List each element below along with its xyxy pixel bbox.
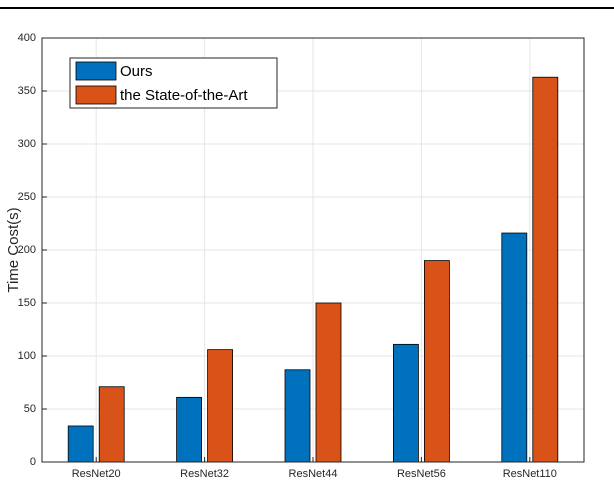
y-tick-label: 100 <box>18 350 36 362</box>
bar <box>501 232 528 463</box>
legend-label: Ours <box>120 63 153 80</box>
y-tick-label: 300 <box>18 138 36 150</box>
bar <box>176 396 203 463</box>
y-tick-label: 350 <box>18 85 36 97</box>
axes-box <box>41 37 585 463</box>
y-axis-label: Time Cost(s) <box>5 207 22 292</box>
x-tick-label: ResNet20 <box>72 468 121 480</box>
legend-swatch <box>75 85 117 105</box>
bar <box>284 369 311 463</box>
y-tick-label: 200 <box>18 244 36 256</box>
bar <box>392 343 419 463</box>
y-tick-label: 0 <box>30 456 36 468</box>
y-tick-label: 400 <box>18 32 36 44</box>
bar <box>315 302 342 463</box>
legend-label: the State-of-the-Art <box>120 87 248 104</box>
bar <box>207 349 234 463</box>
bar <box>98 386 125 463</box>
bar <box>423 260 450 463</box>
bar <box>532 76 559 463</box>
y-tick-label: 250 <box>18 191 36 203</box>
x-tick-label: ResNet110 <box>503 468 557 480</box>
x-tick-label: ResNet56 <box>397 468 446 480</box>
y-tick-label: 150 <box>18 297 36 309</box>
y-tick-label: 50 <box>24 403 36 415</box>
bar <box>67 425 94 463</box>
x-tick-label: ResNet32 <box>180 468 229 480</box>
x-tick-label: ResNet44 <box>289 468 338 480</box>
legend-swatch <box>75 61 117 81</box>
